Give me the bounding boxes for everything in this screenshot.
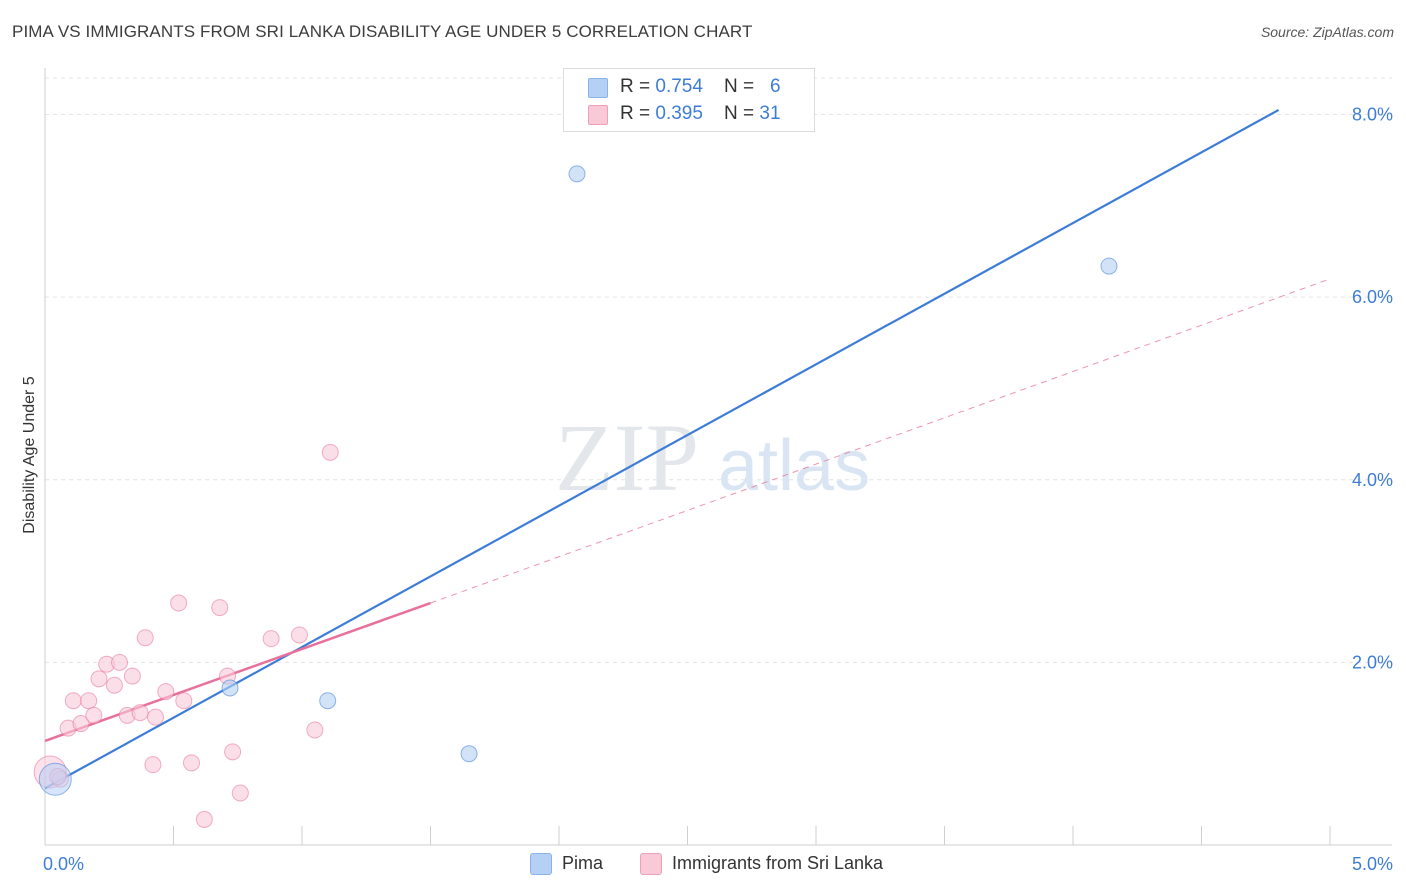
data-point-sri-lanka — [131, 704, 149, 722]
y-tick-label: 4.0% — [1352, 470, 1393, 490]
bottom-legend-label-pima: Pima — [562, 853, 604, 873]
data-point-sri-lanka — [321, 443, 339, 461]
legend-r-label: R = — [620, 103, 656, 124]
data-point-sri-lanka — [90, 670, 108, 688]
data-point-pima — [38, 762, 72, 796]
data-point-sri-lanka — [262, 630, 280, 648]
axes — [44, 68, 1392, 846]
bottom-legend-swatch-pima — [530, 853, 552, 875]
legend-r-value: 0.754 — [655, 76, 703, 97]
y-tick-label: 8.0% — [1352, 105, 1393, 125]
data-point-sri-lanka — [290, 626, 308, 644]
data-point-sri-lanka — [85, 706, 103, 724]
data-point-sri-lanka — [306, 721, 324, 739]
legend-r-label: R = — [620, 76, 656, 97]
data-point-sri-lanka — [123, 667, 141, 685]
y-axis-label: Disability Age Under 5 — [21, 376, 38, 534]
bottom-legend-label-sri-lanka: Immigrants from Sri Lanka — [672, 853, 884, 873]
data-point-pima — [568, 165, 586, 183]
data-point-sri-lanka — [72, 715, 90, 733]
legend-r-value: 0.395 — [655, 103, 703, 124]
legend-n-label: N = — [724, 103, 760, 124]
data-point-sri-lanka — [80, 692, 98, 710]
legend-n-value: 6 — [769, 76, 781, 97]
legend: R = 0.754 N = 6 R = 0.395 N = 31 — [563, 68, 815, 132]
data-point-sri-lanka — [136, 629, 154, 647]
data-point-sri-lanka — [144, 756, 162, 774]
trend-line — [44, 108, 1280, 790]
trend-line-extension — [430, 278, 1331, 604]
legend-swatch-sri-lanka — [588, 105, 608, 125]
data-point-sri-lanka — [182, 754, 200, 772]
watermark-atlas: atlas — [718, 426, 870, 506]
data-point-sri-lanka — [64, 692, 82, 710]
tick-labels: 2.0% 4.0% 6.0% 8.0% 0.0% 5.0% — [43, 105, 1393, 874]
watermark-zip: ZIP — [555, 404, 699, 511]
trend-lines — [44, 108, 1331, 790]
data-point-pima — [221, 679, 239, 697]
data-point-sri-lanka — [157, 683, 175, 701]
data-point-pima — [1100, 257, 1118, 275]
x-tick-label: 5.0% — [1352, 854, 1393, 874]
data-point-sri-lanka — [105, 676, 123, 694]
data-point-sri-lanka — [195, 810, 213, 828]
data-point-sri-lanka — [231, 784, 249, 802]
y-tick-label: 2.0% — [1352, 652, 1393, 672]
legend-swatch-pima — [588, 78, 608, 98]
x-tick-label: 0.0% — [43, 854, 84, 874]
data-points — [33, 165, 1118, 828]
bottom-legend-swatch-sri-lanka — [640, 853, 662, 875]
trend-line — [44, 601, 431, 743]
data-point-sri-lanka — [175, 692, 193, 710]
data-point-sri-lanka — [147, 708, 165, 726]
data-point-sri-lanka — [224, 743, 242, 761]
chart-title: PIMA VS IMMIGRANTS FROM SRI LANKA DISABI… — [12, 22, 753, 41]
data-point-pima — [460, 745, 478, 763]
legend-n-value: 31 — [759, 103, 781, 124]
grid-lines — [45, 77, 1392, 663]
y-tick-label: 6.0% — [1352, 287, 1393, 307]
legend-n-label: N = — [724, 76, 760, 97]
data-point-pima — [319, 692, 337, 710]
data-point-sri-lanka — [211, 599, 229, 617]
data-point-sri-lanka — [170, 594, 188, 612]
data-point-sri-lanka — [111, 653, 129, 671]
source-label: Source: ZipAtlas.com — [1260, 24, 1394, 40]
